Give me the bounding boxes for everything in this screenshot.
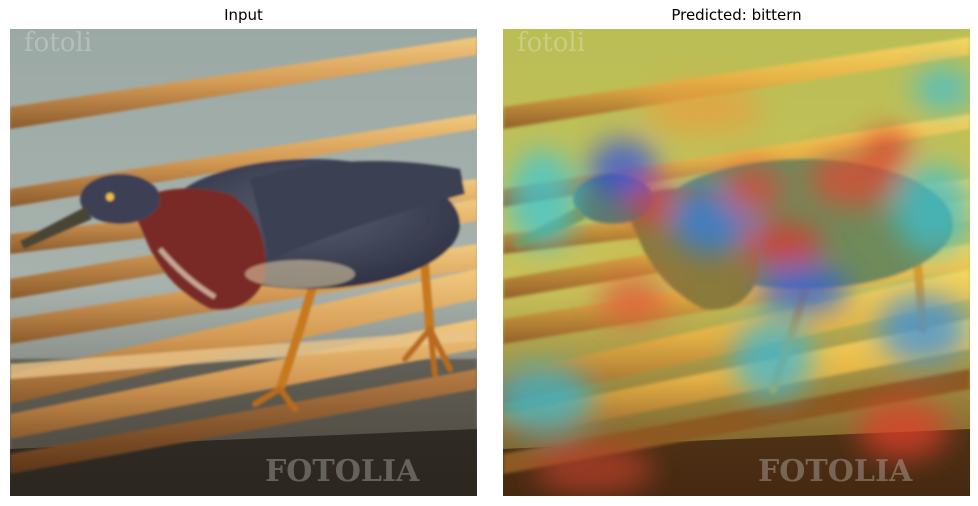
input-image: fotoli FOTOLIA bbox=[10, 29, 477, 496]
watermark-top: fotoli bbox=[24, 29, 92, 58]
prediction-panel-title: Predicted: bittern bbox=[671, 6, 802, 24]
watermark-top-overlay: fotoli bbox=[517, 29, 585, 58]
input-image-canvas: fotoli FOTOLIA bbox=[10, 29, 477, 496]
heatmap-image: fotoli FOTOLIA bbox=[503, 29, 970, 496]
watermark-bottom: FOTOLIA bbox=[265, 454, 420, 489]
input-panel-title: Input bbox=[224, 6, 263, 24]
watermark-bottom-overlay: FOTOLIA bbox=[758, 454, 913, 489]
heatmap-canvas: fotoli FOTOLIA bbox=[503, 29, 970, 496]
